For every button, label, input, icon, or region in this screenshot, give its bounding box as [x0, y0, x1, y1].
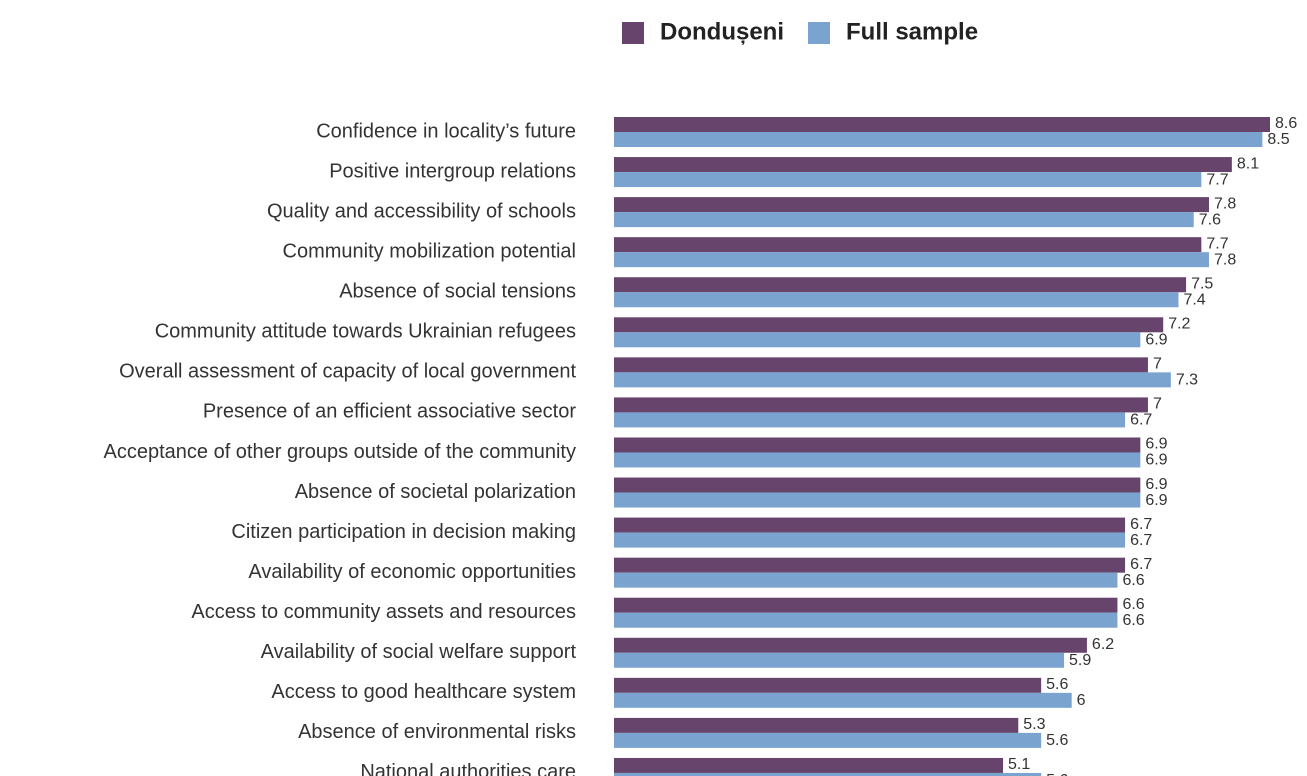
category-label: Absence of social tensions [339, 281, 576, 303]
bar [614, 397, 1148, 413]
bar [614, 412, 1126, 428]
category-label: Absence of environmental risks [298, 721, 576, 743]
bar [614, 572, 1118, 588]
bar [614, 637, 1087, 653]
category-label: Absence of societal polarization [295, 481, 576, 503]
category-label: Positive intergroup relations [329, 160, 576, 182]
category-label: Quality and accessibility of schools [267, 200, 576, 222]
value-label: 6.9 [1145, 476, 1167, 493]
bar [614, 252, 1209, 268]
value-label: 7 [1153, 356, 1162, 373]
bar [614, 677, 1042, 693]
bar [614, 277, 1187, 293]
bar [614, 732, 1042, 748]
value-label: 5.6 [1046, 772, 1068, 776]
value-label: 6.6 [1122, 612, 1144, 629]
category-label: Overall assessment of capacity of local … [119, 361, 576, 383]
legend-swatch [622, 22, 644, 44]
bar [614, 492, 1141, 508]
value-label: 5.3 [1023, 716, 1045, 733]
bar [614, 757, 1004, 773]
value-label: 7.7 [1206, 235, 1228, 252]
category-label: Community attitude towards Ukrainian ref… [155, 321, 576, 343]
bar [614, 597, 1118, 613]
bar [614, 237, 1202, 253]
bar [614, 357, 1148, 373]
category-label: Availability of economic opportunities [248, 561, 576, 583]
value-label: 6 [1077, 692, 1086, 709]
value-label: 7.7 [1206, 171, 1228, 188]
value-label: 8.5 [1267, 131, 1289, 148]
bar [614, 172, 1202, 188]
value-label: 6.9 [1145, 436, 1167, 453]
category-label: Presence of an efficient associative sec… [203, 401, 577, 423]
value-label: 5.9 [1069, 652, 1091, 669]
value-label: 7.3 [1176, 372, 1198, 389]
bar [614, 157, 1232, 173]
value-label: 5.6 [1046, 676, 1068, 693]
value-label: 8.1 [1237, 155, 1259, 172]
value-label: 6.9 [1145, 492, 1167, 509]
value-label: 7.5 [1191, 275, 1213, 292]
value-label: 6.7 [1130, 516, 1152, 533]
bar [614, 612, 1118, 628]
value-label: 5.6 [1046, 732, 1068, 749]
bar [614, 372, 1171, 388]
bar [614, 197, 1209, 213]
legend-label: Dondușeni [660, 18, 784, 45]
bar [614, 517, 1126, 533]
bar [614, 292, 1179, 308]
value-label: 7 [1153, 396, 1162, 413]
bar [614, 772, 1042, 776]
bar [614, 652, 1065, 668]
category-label: Community mobilization potential [283, 240, 576, 262]
bar [614, 437, 1141, 453]
value-label: 6.9 [1145, 332, 1167, 349]
category-label: Availability of social welfare support [261, 641, 577, 663]
bar [614, 117, 1270, 132]
value-label: 6.7 [1130, 556, 1152, 573]
value-label: 7.2 [1168, 316, 1190, 333]
category-label: Acceptance of other groups outside of th… [104, 441, 577, 463]
value-label: 6.6 [1122, 572, 1144, 589]
bar [614, 212, 1194, 228]
value-label: 5.1 [1008, 756, 1030, 773]
category-label: Confidence in locality’s future [316, 120, 576, 142]
bar [614, 477, 1141, 493]
value-label: 7.8 [1214, 251, 1236, 268]
bar [614, 692, 1072, 708]
bar [614, 717, 1019, 733]
bar [614, 532, 1126, 548]
legend-label: Full sample [846, 18, 978, 45]
value-label: 6.7 [1130, 532, 1152, 549]
value-label: 7.8 [1214, 195, 1236, 212]
value-label: 6.2 [1092, 636, 1114, 653]
value-label: 6.7 [1130, 412, 1152, 429]
legend-swatch [808, 22, 830, 44]
value-label: 6.6 [1122, 596, 1144, 613]
value-label: 8.6 [1275, 115, 1297, 132]
value-label: 6.9 [1145, 452, 1167, 469]
bar [614, 332, 1141, 348]
category-label: Citizen participation in decision making [231, 521, 576, 543]
value-label: 7.4 [1183, 291, 1205, 308]
bar [614, 317, 1164, 333]
bar [614, 452, 1141, 468]
bar [614, 132, 1263, 147]
category-label: National authorities care [360, 761, 576, 776]
category-label: Access to community assets and resources [191, 601, 576, 623]
bar [614, 557, 1126, 573]
category-label: Access to good healthcare system [271, 681, 576, 703]
value-label: 7.6 [1199, 211, 1221, 228]
